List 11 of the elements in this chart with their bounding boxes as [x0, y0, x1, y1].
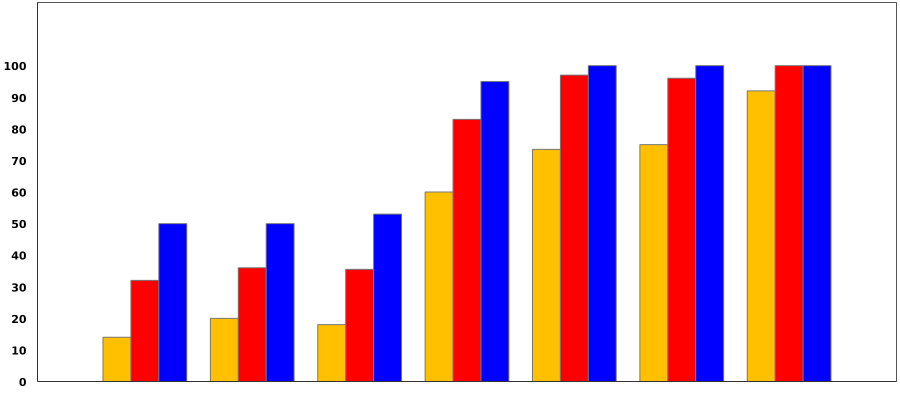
y-tick-label: 50 [11, 218, 27, 232]
y-tick-label: 80 [11, 123, 27, 136]
y-tick-label: 70 [11, 154, 27, 168]
y-tick-label: 100 [4, 60, 27, 74]
y-tick-label: 30 [11, 281, 27, 294]
y-tick-label: 90 [11, 92, 27, 105]
y-tick-label: 10 [11, 344, 27, 358]
y-tick-label: 0 [18, 376, 27, 389]
y-tick-label: 60 [11, 186, 27, 200]
y-tick-label: 40 [11, 250, 27, 263]
y-tick-label: 20 [11, 312, 27, 326]
